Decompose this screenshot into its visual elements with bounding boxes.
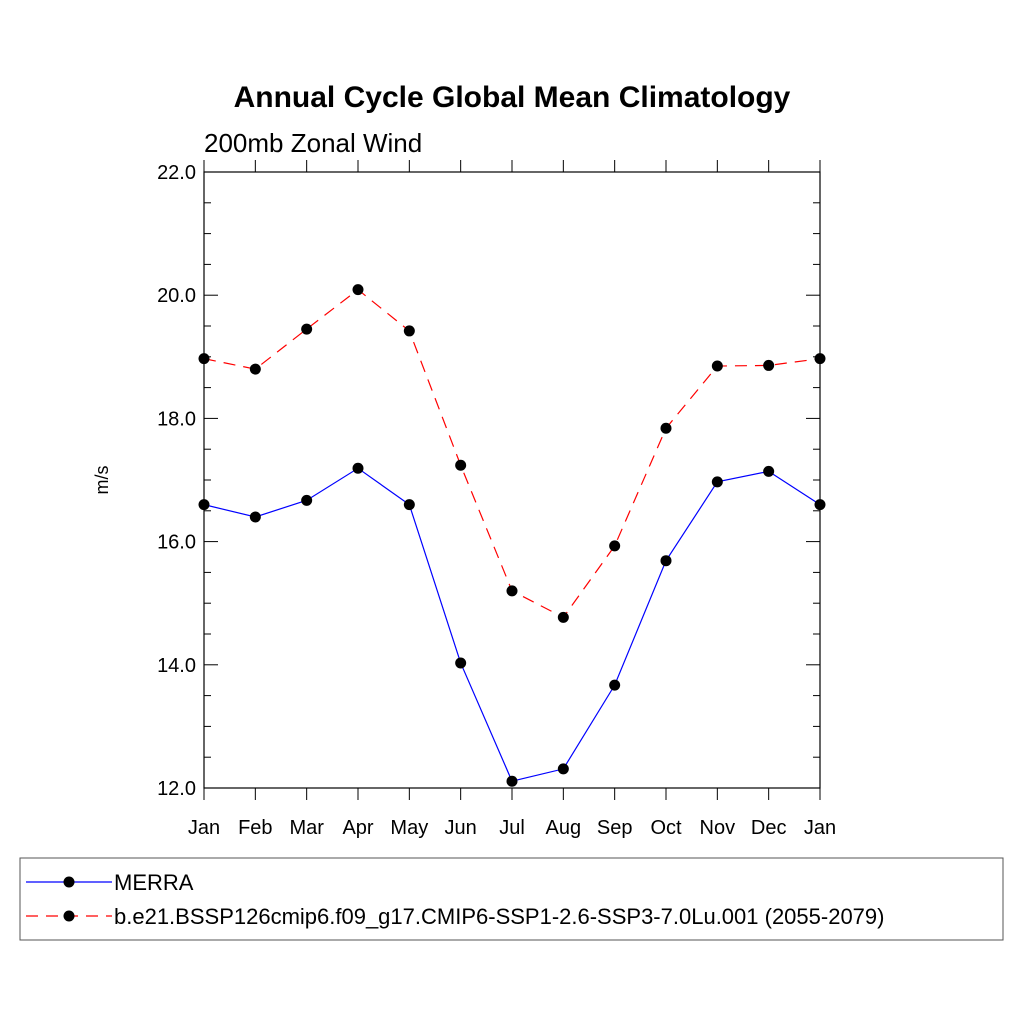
data-point: [301, 323, 313, 335]
y-tick-label: 14.0: [157, 655, 196, 677]
data-point: [506, 775, 518, 787]
series-2: [198, 284, 826, 623]
axes: 12.0 14.0 16.0 18.0 20.0 22.0 Jan Feb Mar Apr May J…: [157, 160, 836, 839]
data-point: [711, 360, 723, 372]
data-point: [455, 459, 467, 471]
legend: MERRA b.e21.BSSP126cmip6.f09_g17.CMIP6-SS…: [19, 857, 1004, 941]
x-tick-label: Aug: [546, 817, 582, 839]
x-tick-label: Apr: [342, 817, 373, 839]
series-line: [203, 288, 821, 619]
legend-marker: [63, 910, 75, 922]
legend-marker: [63, 876, 75, 888]
series-1: [198, 462, 826, 787]
data-point: [249, 363, 261, 375]
data-point: [198, 499, 210, 511]
data-point: [763, 465, 775, 477]
y-tick-label: 16.0: [157, 532, 196, 554]
data-point: [814, 499, 826, 511]
data-point: [763, 359, 775, 371]
data-point: [609, 540, 621, 552]
data-point: [455, 657, 467, 669]
series-layer: [198, 284, 826, 787]
data-point: [352, 462, 364, 474]
y-tick-label: 22.0: [157, 162, 196, 184]
data-point: [506, 585, 518, 597]
data-point: [660, 555, 672, 567]
data-point: [301, 494, 313, 506]
data-point: [814, 353, 826, 365]
data-point: [711, 476, 723, 488]
y-tick-label: 12.0: [157, 778, 196, 800]
x-tick-label: Jan: [188, 817, 220, 839]
data-point: [352, 284, 364, 296]
x-tick-label: Feb: [238, 817, 272, 839]
legend-box: [19, 857, 1004, 941]
x-tick-label: Jul: [499, 817, 525, 839]
chart-subtitle: 200mb Zonal Wind: [204, 128, 422, 158]
x-tick-label: Mar: [289, 817, 324, 839]
x-tick-label: Dec: [751, 817, 787, 839]
data-point: [403, 499, 415, 511]
data-point: [660, 422, 672, 434]
chart-title: Annual Cycle Global Mean Climatology: [234, 81, 791, 114]
legend-label: MERRA: [114, 870, 194, 895]
x-tick-label: Nov: [700, 817, 736, 839]
y-tick-label: 20.0: [157, 285, 196, 307]
y-axis-label: m/s: [92, 466, 112, 495]
data-point: [609, 679, 621, 691]
legend-label: b.e21.BSSP126cmip6.f09_g17.CMIP6-SSP1-2.…: [114, 904, 884, 929]
series-line: [203, 467, 821, 782]
x-tick-label: Jan: [804, 817, 836, 839]
x-tick-label: Oct: [650, 817, 682, 839]
data-point: [249, 511, 261, 523]
data-point: [198, 353, 210, 365]
data-point: [557, 763, 569, 775]
x-tick-label: May: [390, 817, 428, 839]
y-tick-label: 18.0: [157, 408, 196, 430]
data-point: [403, 325, 415, 337]
data-point: [557, 611, 569, 623]
x-tick-label: Jun: [445, 817, 477, 839]
x-tick-label: Sep: [597, 817, 633, 839]
